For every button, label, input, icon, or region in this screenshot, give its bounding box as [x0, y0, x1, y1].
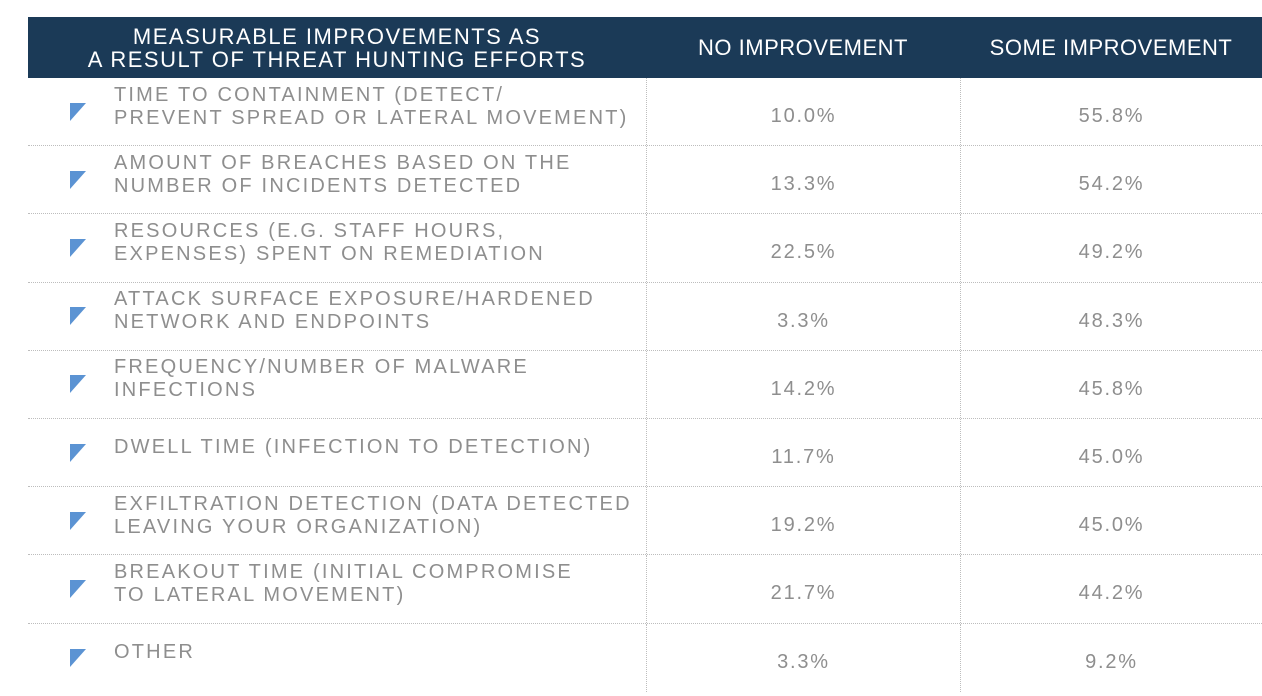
no-improvement-value: 14.2% [646, 350, 960, 418]
table-row: AMOUNT OF BREACHES BASED ON THE NUMBER O… [28, 146, 1262, 215]
row-label-cell: RESOURCES (E.G. STAFF HOURS, EXPENSES) S… [28, 214, 646, 281]
some-improvement-value: 45.8% [960, 350, 1262, 418]
some-improvement-value: 54.2% [960, 146, 1262, 214]
row-label: BREAKOUT TIME (INITIAL COMPROMISE TO LAT… [114, 560, 573, 606]
row-label-cell: TIME TO CONTAINMENT (DETECT/ PREVENT SPR… [28, 78, 646, 145]
table-header: MEASURABLE IMPROVEMENTS AS A RESULT OF T… [28, 17, 1262, 78]
table-row: FREQUENCY/NUMBER OF MALWARE INFECTIONS 14… [28, 350, 1262, 419]
header-improvement-type: MEASURABLE IMPROVEMENTS AS A RESULT OF T… [87, 23, 587, 72]
corner-triangle-icon [70, 170, 86, 189]
no-improvement-value: 3.3% [646, 282, 960, 350]
corner-triangle-icon [70, 102, 86, 121]
table-body: TIME TO CONTAINMENT (DETECT/ PREVENT SPR… [28, 78, 1262, 692]
row-label: EXFILTRATION DETECTION (DATA DETECTED LE… [114, 492, 632, 538]
row-label-cell: DWELL TIME (INFECTION TO DETECTION) [28, 419, 646, 486]
some-improvement-value: 49.2% [960, 214, 1262, 282]
row-label-cell: ATTACK SURFACE EXPOSURE/HARDENED NETWORK… [28, 283, 646, 350]
some-improvement-value: 45.0% [960, 418, 1262, 487]
row-label: TIME TO CONTAINMENT (DETECT/ PREVENT SPR… [114, 83, 629, 129]
no-improvement-value: 11.7% [646, 418, 960, 487]
row-label: RESOURCES (E.G. STAFF HOURS, EXPENSES) S… [114, 219, 545, 265]
row-label: ATTACK SURFACE EXPOSURE/HARDENED NETWORK… [114, 288, 595, 334]
no-improvement-value: 22.5% [646, 214, 960, 282]
header-no-improvement: NO IMPROVEMENT [698, 35, 908, 60]
row-label-cell: FREQUENCY/NUMBER OF MALWARE INFECTIONS [28, 351, 646, 418]
corner-triangle-icon [70, 375, 86, 394]
table-row: ATTACK SURFACE EXPOSURE/HARDENED NETWORK… [28, 282, 1262, 351]
no-improvement-value: 3.3% [646, 623, 960, 692]
some-improvement-value: 55.8% [960, 78, 1262, 146]
table-row: RESOURCES (E.G. STAFF HOURS, EXPENSES) S… [28, 214, 1262, 283]
no-improvement-value: 13.3% [646, 146, 960, 214]
row-label-cell: EXFILTRATION DETECTION (DATA DETECTED LE… [28, 487, 646, 554]
row-label: FREQUENCY/NUMBER OF MALWARE INFECTIONS [114, 356, 529, 402]
row-label: DWELL TIME (INFECTION TO DETECTION) [114, 436, 593, 459]
no-improvement-value: 10.0% [646, 78, 960, 146]
table-row: TIME TO CONTAINMENT (DETECT/ PREVENT SPR… [28, 78, 1262, 147]
corner-triangle-icon [70, 579, 86, 598]
improvements-table: MEASURABLE IMPROVEMENTS AS A RESULT OF T… [28, 17, 1262, 696]
some-improvement-value: 44.2% [960, 555, 1262, 623]
some-improvement-value: 9.2% [960, 623, 1262, 692]
header-some-improvement: SOME IMPROVEMENT [989, 35, 1233, 60]
row-label: OTHER [114, 641, 195, 664]
table-row: BREAKOUT TIME (INITIAL COMPROMISE TO LAT… [28, 555, 1262, 624]
row-label-cell: OTHER [28, 624, 646, 692]
no-improvement-value: 19.2% [646, 487, 960, 555]
corner-triangle-icon [70, 307, 86, 326]
corner-triangle-icon [70, 238, 86, 257]
some-improvement-value: 48.3% [960, 282, 1262, 350]
corner-triangle-icon [70, 443, 86, 462]
table-row: EXFILTRATION DETECTION (DATA DETECTED LE… [28, 487, 1262, 556]
some-improvement-value: 45.0% [960, 487, 1262, 555]
table-row: DWELL TIME (INFECTION TO DETECTION) 11.7%… [28, 418, 1262, 488]
no-improvement-value: 21.7% [646, 555, 960, 623]
corner-triangle-icon [70, 648, 86, 667]
table-row: OTHER 3.3% 9.2% [28, 623, 1262, 692]
row-label: AMOUNT OF BREACHES BASED ON THE NUMBER O… [114, 151, 572, 197]
corner-triangle-icon [70, 511, 86, 530]
row-label-cell: AMOUNT OF BREACHES BASED ON THE NUMBER O… [28, 146, 646, 213]
row-label-cell: BREAKOUT TIME (INITIAL COMPROMISE TO LAT… [28, 555, 646, 622]
